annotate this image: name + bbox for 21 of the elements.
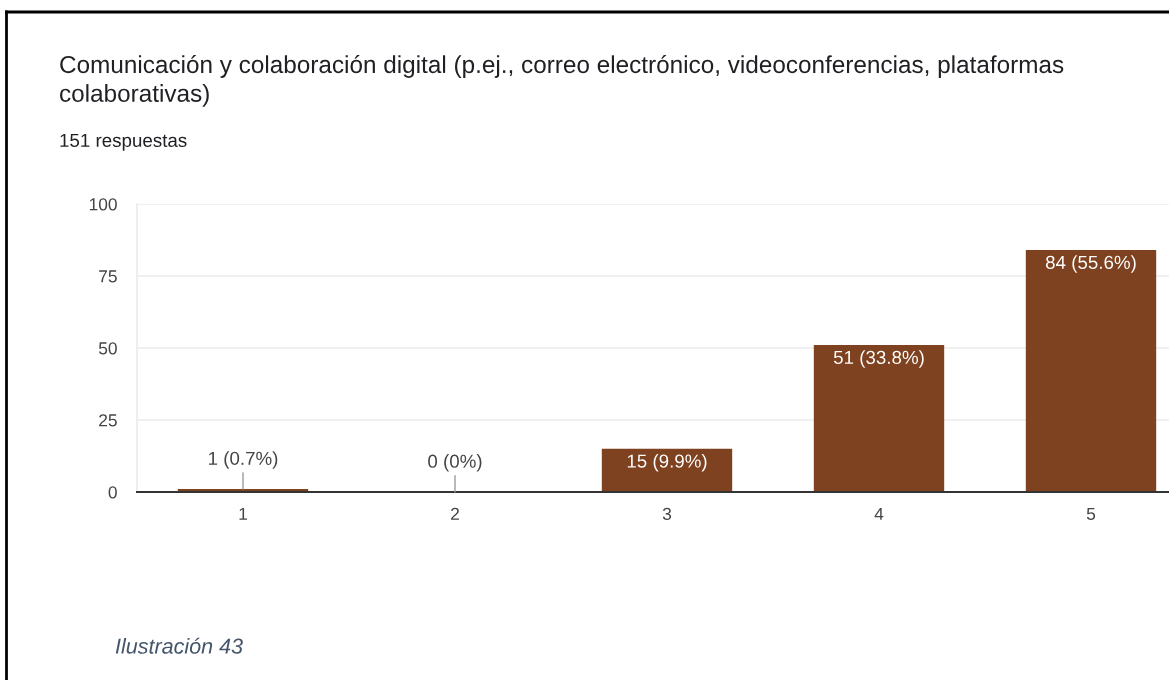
y-tick-label: 0 [108,486,117,499]
bar [601,448,733,492]
x-tick-label: 5 [1086,507,1096,521]
data-label: 51 (33.8%) [833,350,924,368]
y-tick-label: 100 [89,198,117,211]
data-label: 0 (0%) [428,454,482,472]
chart-subtitle: 151 respuestas [60,133,187,151]
bar [813,345,945,492]
x-tick-label: 3 [662,507,672,521]
chart-title: Comunicación y colaboración digital (p.ej., correo electrónico, videoconferencias, plataformas colaborativas) [60,55,1064,107]
data-label: 1 (0.7%) [209,451,278,469]
data-label: 15 (9.9%) [627,453,707,472]
bar [1025,250,1157,492]
y-tick-label: 50 [98,342,117,355]
x-tick-label: 4 [874,507,884,520]
x-tick-label: 2 [451,507,459,520]
y-tick-label: 75 [99,270,117,283]
data-label: 84 (55.6%) [1045,255,1136,273]
y-tick-label: 25 [99,414,117,427]
x-tick-label: 1 [239,507,247,520]
text: Ilustración 43 [115,637,243,654]
